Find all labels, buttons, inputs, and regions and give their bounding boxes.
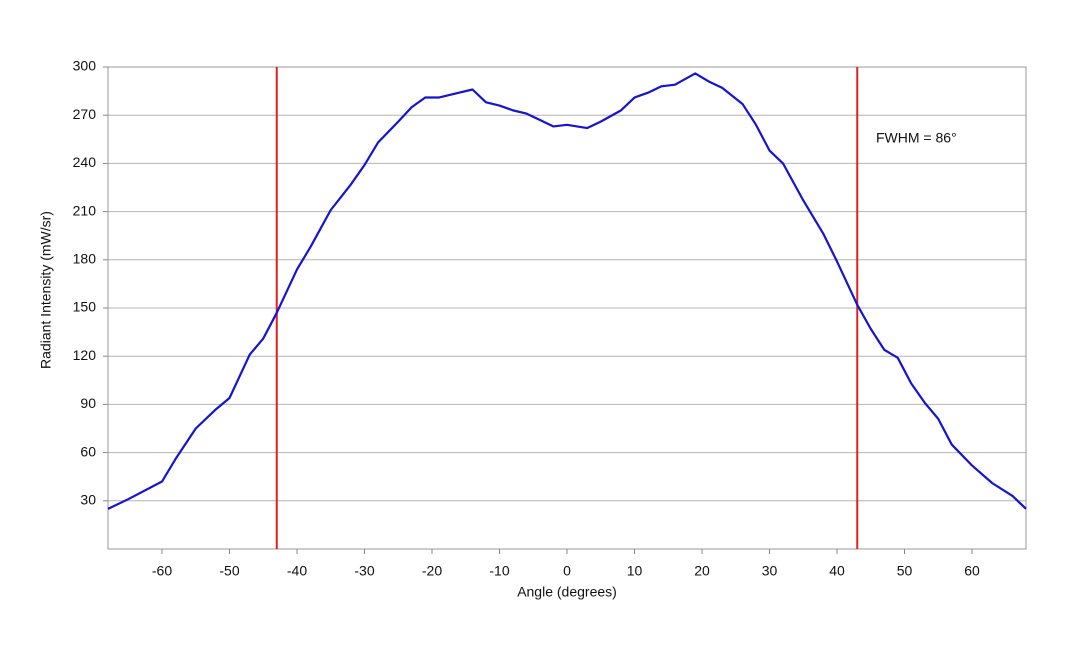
y-tick-label: 150 bbox=[73, 299, 97, 315]
x-tick-label: -30 bbox=[354, 563, 374, 579]
x-tick-label: 0 bbox=[563, 563, 571, 579]
x-axis-label: Angle (degrees) bbox=[517, 584, 617, 600]
y-tick-label: 240 bbox=[73, 154, 97, 170]
x-tick-label: 60 bbox=[964, 563, 980, 579]
x-tick-label: -40 bbox=[287, 563, 307, 579]
x-tick-label: 40 bbox=[829, 563, 845, 579]
x-tick-label: 10 bbox=[627, 563, 643, 579]
data-line bbox=[107, 72, 1027, 510]
y-axis-label: Radiant Intensity (mW/sr) bbox=[38, 211, 54, 369]
plot-frame bbox=[107, 66, 1027, 550]
x-tick-label: 20 bbox=[694, 563, 710, 579]
y-tick-label: 30 bbox=[80, 492, 96, 508]
annotation: FWHM = 86° bbox=[876, 130, 957, 146]
y-tick-label: 60 bbox=[80, 443, 96, 459]
x-tick-label: -50 bbox=[219, 563, 239, 579]
y-tick-label: 300 bbox=[73, 58, 97, 74]
x-tick-label: 30 bbox=[762, 563, 778, 579]
y-tick-label: 180 bbox=[73, 251, 97, 267]
x-tick-label: -10 bbox=[489, 563, 509, 579]
x-tick-label: 50 bbox=[897, 563, 913, 579]
y-tick-label: 210 bbox=[73, 202, 97, 218]
x-tick-label: -20 bbox=[422, 563, 442, 579]
y-tick-label: 90 bbox=[80, 395, 96, 411]
y-tick-label: 120 bbox=[73, 347, 97, 363]
y-tick-label: 270 bbox=[73, 106, 97, 122]
x-tick-label: -60 bbox=[152, 563, 172, 579]
